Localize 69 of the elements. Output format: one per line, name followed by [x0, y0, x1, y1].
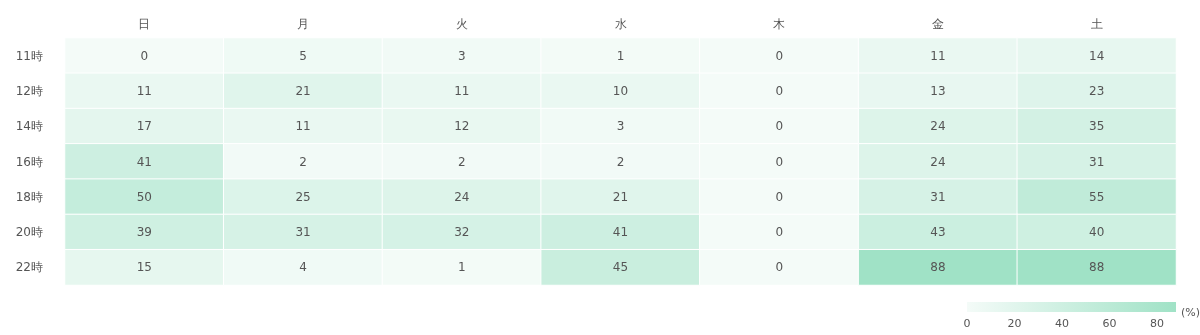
data-label: 0	[775, 154, 784, 169]
data-label: 5	[299, 48, 307, 63]
data-label: 24	[930, 154, 946, 169]
x-tick-label: 月	[297, 17, 310, 31]
y-tick-label: 20時	[15, 225, 43, 240]
data-label: 50	[136, 189, 152, 204]
data-label: 3	[616, 119, 625, 134]
data-label: 0	[140, 48, 149, 63]
data-label: 43	[930, 225, 946, 240]
data-label: 2	[299, 154, 307, 169]
color-bar-label: 60	[1102, 317, 1117, 330]
data-label: 10	[612, 83, 629, 98]
data-label: 31	[295, 225, 311, 240]
data-label: 32	[454, 225, 470, 240]
data-label: 0	[775, 83, 784, 98]
y-tick-label: 12時	[15, 83, 43, 98]
data-label: 0	[775, 225, 784, 240]
data-label: 13	[930, 83, 946, 98]
color-bar-label: 80	[1150, 317, 1164, 330]
data-label: 40	[1089, 225, 1105, 240]
y-tick-label: 14時	[15, 119, 43, 134]
data-label: 2	[457, 154, 466, 169]
x-tick-label: 土	[1090, 17, 1103, 31]
data-label: 39	[136, 225, 152, 240]
x-tick-label: 木	[773, 17, 786, 31]
x-tick-label: 日	[138, 17, 151, 31]
data-label: 11	[295, 119, 311, 134]
color-bar-label: 0	[963, 317, 971, 330]
data-label: 21	[295, 83, 311, 98]
data-label: 31	[1089, 154, 1105, 169]
data-label: 15	[136, 260, 152, 275]
y-tick-label: 18時	[15, 189, 43, 204]
color-bar-label: 20	[1007, 317, 1022, 330]
data-label: 3	[457, 48, 466, 63]
data-label: 25	[295, 189, 311, 204]
data-label: 21	[612, 189, 629, 204]
data-label: 17	[136, 119, 152, 134]
data-label: 24	[454, 189, 470, 204]
data-label: 11	[136, 83, 152, 98]
data-label: 12	[454, 119, 470, 134]
color-bar-title: (%)	[1181, 305, 1200, 319]
x-tick-label: 金	[931, 17, 944, 31]
data-label: 14	[1089, 48, 1105, 63]
data-label: 0	[775, 260, 784, 275]
data-label: 41	[612, 225, 629, 240]
data-label: 0	[775, 48, 784, 63]
data-label: 0	[775, 189, 784, 204]
data-label: 55	[1089, 189, 1105, 204]
data-label: 31	[930, 189, 946, 204]
x-tick-label: 水	[614, 17, 627, 31]
data-label: 45	[612, 260, 629, 275]
data-label: 11	[930, 48, 946, 63]
data-label: 35	[1089, 119, 1105, 134]
data-label: 2	[616, 154, 625, 169]
data-label: 41	[136, 154, 152, 169]
color-bar-label: 40	[1055, 317, 1069, 330]
y-tick-label: 16時	[15, 154, 43, 169]
data-label: 88	[930, 260, 946, 275]
data-label: 1	[457, 260, 466, 275]
data-label: 88	[1089, 260, 1105, 275]
x-tick-label: 火	[455, 17, 468, 31]
data-label: 23	[1089, 83, 1105, 98]
y-tick-label: 11時	[15, 48, 43, 63]
data-label: 24	[930, 119, 946, 134]
data-label: 0	[775, 119, 784, 134]
data-label: 4	[299, 260, 307, 275]
data-label: 11	[454, 83, 470, 98]
data-label: 1	[616, 48, 625, 63]
y-tick-label: 22時	[15, 260, 43, 275]
